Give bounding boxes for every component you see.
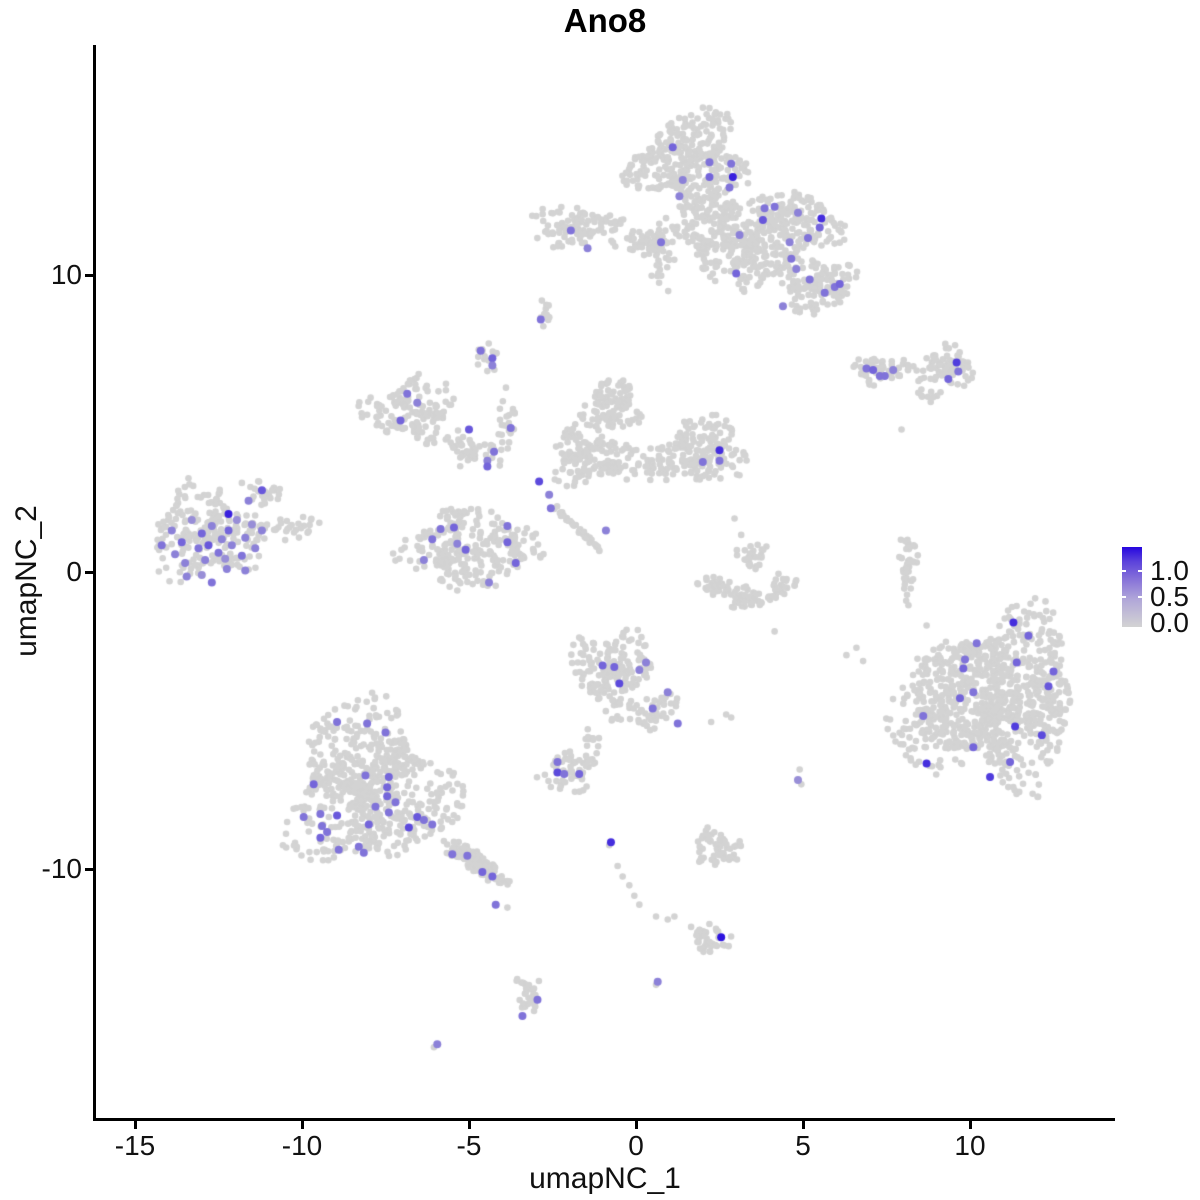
y-tick-label: 10 xyxy=(50,259,82,290)
x-tick-mark xyxy=(968,1121,972,1129)
legend-label-mid: 0.5 xyxy=(1150,581,1189,612)
y-tick-label: 0 xyxy=(66,556,82,587)
y-tick-mark xyxy=(85,570,93,574)
x-tick-label: -15 xyxy=(114,1130,156,1161)
legend-label-high: 1.0 xyxy=(1150,555,1189,586)
x-tick-label: 10 xyxy=(954,1130,986,1161)
legend-tick-0.5-left xyxy=(1122,596,1126,598)
y-axis-title-text: umapNC_2 xyxy=(10,505,43,657)
legend-tick-1.0-right xyxy=(1138,570,1142,572)
legend-tick-1.0-left xyxy=(1122,570,1126,572)
x-axis-title: umapNC_1 xyxy=(529,1162,681,1195)
x-tick-mark xyxy=(801,1121,805,1129)
y-tick-mark xyxy=(85,867,93,871)
x-tick-mark xyxy=(634,1121,638,1129)
x-tick-label: 5 xyxy=(795,1130,811,1161)
x-tick-label: -10 xyxy=(281,1130,323,1161)
x-tick-mark xyxy=(467,1121,471,1129)
plot-title: Ano8 xyxy=(563,2,647,39)
x-tick-label: 0 xyxy=(628,1130,644,1161)
legend-gradient-bar xyxy=(1122,547,1142,627)
legend-label-low: 0.0 xyxy=(1150,607,1189,638)
y-tick-label: -10 xyxy=(41,853,82,884)
legend-tick-0.5-right xyxy=(1138,596,1142,598)
x-tick-label: -5 xyxy=(456,1130,482,1161)
y-tick-mark xyxy=(85,273,93,277)
x-tick-mark xyxy=(133,1121,137,1129)
y-axis-line xyxy=(93,45,96,1121)
x-axis-line xyxy=(93,1118,1115,1121)
x-tick-mark xyxy=(300,1121,304,1129)
